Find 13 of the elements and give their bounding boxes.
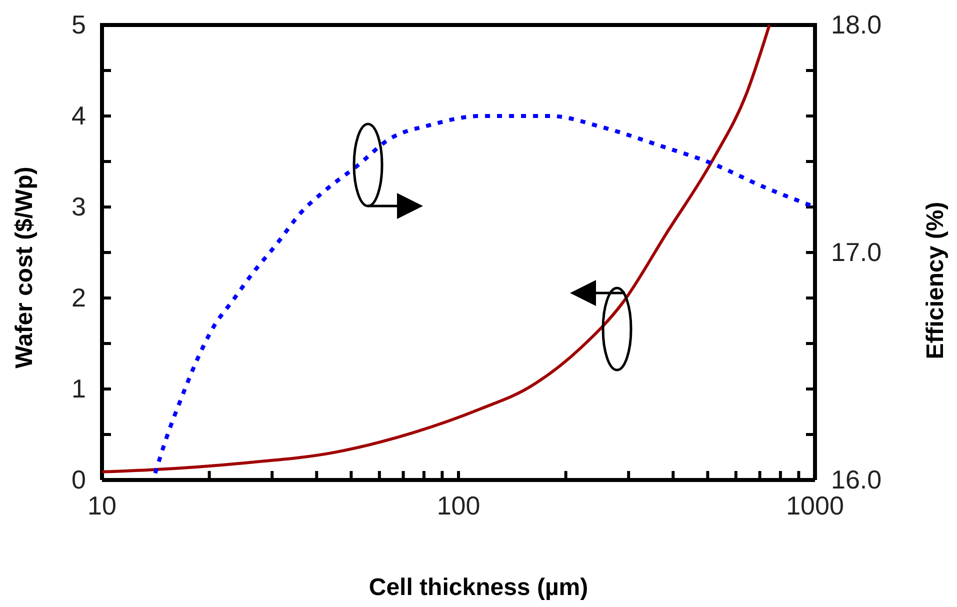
x-tick-label: 10 xyxy=(88,490,116,520)
x-tick-label: 100 xyxy=(436,490,480,520)
y2-tick-label: 18.0 xyxy=(831,9,882,40)
y-tick-label: 3 xyxy=(72,191,86,222)
y2-axis-title: Efficiency (%) xyxy=(922,202,949,360)
y-tick-label: 4 xyxy=(72,100,86,130)
y-tick-label: 2 xyxy=(72,282,86,312)
y-axis-title: Wafer cost ($/Wp) xyxy=(11,166,38,368)
x-axis-title: Cell thickness (µm) xyxy=(368,574,588,601)
y2-tick-label: 17.0 xyxy=(831,236,882,267)
y-tick-label: 0 xyxy=(72,464,86,494)
y-tick-label: 5 xyxy=(72,9,86,40)
y-tick-label: 1 xyxy=(72,373,86,404)
